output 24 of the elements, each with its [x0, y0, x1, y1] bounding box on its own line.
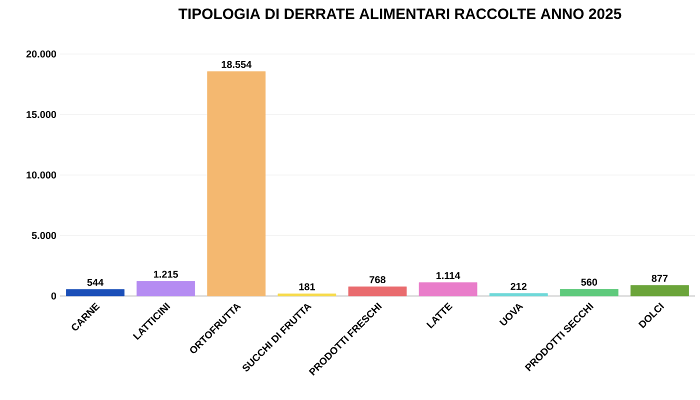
data-label: 18.554: [222, 60, 252, 68]
data-label: 560: [581, 278, 598, 286]
data-label: 1.114: [436, 272, 460, 279]
y-tick-label: 0: [51, 292, 56, 300]
bar: [136, 281, 196, 296]
data-label: 1.215: [154, 270, 178, 278]
data-label: 544: [87, 278, 104, 286]
chart-title: TIPOLOGIA DI DERRATE ALIMENTARI RACCOLTE ANNO 2025: [178, 8, 622, 20]
y-tick-label: 20.000: [26, 50, 56, 58]
bar: [630, 285, 689, 296]
bar: [207, 71, 266, 296]
bar: [489, 293, 548, 296]
y-tick-label: 5.000: [32, 232, 56, 240]
data-label: 877: [652, 274, 668, 282]
data-label: 768: [370, 276, 386, 284]
bar: [348, 286, 407, 296]
bar: [560, 289, 618, 296]
y-tick-label: 15.000: [26, 110, 56, 118]
data-label: 181: [299, 283, 315, 290]
bar: [418, 282, 478, 296]
y-tick-label: 10.000: [26, 171, 56, 179]
bar: [278, 294, 336, 296]
data-label: 212: [510, 282, 527, 290]
bar: [66, 289, 124, 296]
